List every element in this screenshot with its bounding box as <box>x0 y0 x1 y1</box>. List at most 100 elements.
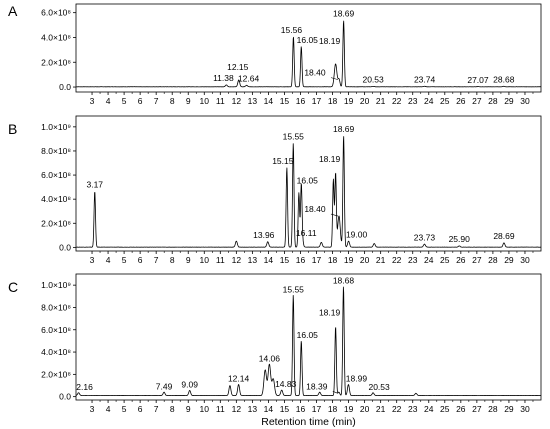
x-tick-label: 8 <box>170 255 175 265</box>
peak-label: 18.68 <box>333 275 355 285</box>
x-tick-label: 29 <box>504 96 514 106</box>
peak-label: 3.17 <box>86 179 103 189</box>
x-tick-label: 14 <box>264 404 274 414</box>
y-tick-label: 0.0 <box>59 242 71 252</box>
peak-label: 15.56 <box>281 25 303 35</box>
y-tick-label: 0.0 <box>59 82 71 92</box>
x-tick-label: 30 <box>520 96 530 106</box>
x-tick-label: 15 <box>280 255 290 265</box>
peak-label: 25.90 <box>449 234 471 244</box>
chart-panel-c: C 0.0 2.0×10⁸ 4.0×10⁸ 6.0×10⁸ 8.0×10⁸ 1.0×10⁹ 3… <box>8 273 542 428</box>
peak-label: 15.15 <box>272 156 294 166</box>
peak-label: 11.38 <box>213 73 234 83</box>
peak-label: 23.73 <box>414 232 436 242</box>
x-axis-label: Retention time (min) <box>261 416 356 428</box>
x-tick-label: 14 <box>264 255 274 265</box>
x-tick-label: 13 <box>248 404 258 414</box>
peak-label: 16.05 <box>297 176 319 186</box>
x-tick-label: 24 <box>424 255 434 265</box>
x-tick-label: 17 <box>312 404 322 414</box>
peak-label: 12.15 <box>227 62 249 72</box>
x-tick-label: 26 <box>456 255 466 265</box>
x-tick-label: 7 <box>154 96 159 106</box>
peak-label: 9.09 <box>181 380 198 390</box>
x-tick-label: 30 <box>520 255 530 265</box>
x-tick-label: 26 <box>456 96 466 106</box>
x-tick-label: 27 <box>472 404 482 414</box>
x-tick-label: 17 <box>312 96 322 106</box>
x-tick-label: 19 <box>344 96 354 106</box>
panel-label: A <box>8 3 18 19</box>
chart-panel-b: B 0.0 2.0×10⁸ 4.0×10⁸ 6.0×10⁸ 8.0×10⁸ 1.0×10⁹ 3… <box>8 115 542 265</box>
x-tick-label: 6 <box>138 404 143 414</box>
x-tick-label: 3 <box>90 96 95 106</box>
x-tick-label: 29 <box>504 404 514 414</box>
peak-label: 23.74 <box>414 75 436 85</box>
y-tick-label: 1.0×10⁹ <box>41 280 71 290</box>
peak-label: 18.40 <box>304 204 326 214</box>
x-tick-label: 17 <box>312 255 322 265</box>
x-tick-label: 25 <box>440 404 450 414</box>
x-tick-label: 4 <box>106 96 111 106</box>
peak-label: 16.05 <box>297 330 319 340</box>
x-tick-label: 9 <box>186 404 191 414</box>
x-tick-label: 22 <box>392 255 402 265</box>
x-tick-label: 30 <box>520 404 530 414</box>
y-tick-label: 6.0×10⁸ <box>41 8 71 18</box>
peak-label: 18.69 <box>333 9 355 19</box>
x-tick-label: 11 <box>216 255 225 265</box>
peak-label: 14.06 <box>259 353 281 363</box>
x-tick-label: 18 <box>328 96 338 106</box>
x-tick-label: 4 <box>106 404 111 414</box>
y-tick-label: 2.0×10⁸ <box>41 369 71 379</box>
x-tick-label: 29 <box>504 255 514 265</box>
x-tick-label: 19 <box>344 255 354 265</box>
peak-label: 18.19 <box>319 154 341 164</box>
x-tick-label: 16 <box>296 404 306 414</box>
y-tick-label: 4.0×10⁸ <box>41 347 71 357</box>
x-tick-label: 6 <box>138 96 143 106</box>
x-tick-label: 18 <box>328 404 338 414</box>
x-tick-label: 9 <box>186 96 191 106</box>
x-tick-label: 9 <box>186 255 191 265</box>
x-tick-label: 23 <box>408 255 418 265</box>
x-tick-label: 23 <box>408 404 418 414</box>
x-tick-label: 5 <box>122 96 127 106</box>
x-tick-label: 3 <box>90 404 95 414</box>
x-tick-label: 13 <box>248 255 258 265</box>
peak-label: 15.55 <box>283 132 305 142</box>
x-tick-label: 8 <box>170 96 175 106</box>
x-tick-label: 13 <box>248 96 258 106</box>
x-tick-label: 23 <box>408 96 418 106</box>
peak-label: 16.05 <box>297 35 319 45</box>
peak-label: 18.69 <box>333 124 355 134</box>
y-tick-label: 1.0×10⁹ <box>41 122 71 132</box>
x-tick-label: 18 <box>328 255 338 265</box>
peak-label: 18.40 <box>304 68 326 78</box>
y-tick-label: 6.0×10⁸ <box>41 170 71 180</box>
y-tick-label: 2.0×10⁸ <box>41 218 71 228</box>
y-tick-label: 4.0×10⁸ <box>41 194 71 204</box>
x-tick-label: 14 <box>264 96 274 106</box>
x-tick-label: 22 <box>392 404 402 414</box>
x-tick-label: 22 <box>392 96 402 106</box>
x-tick-label: 4 <box>106 255 111 265</box>
chromatogram-trace <box>75 136 542 248</box>
x-tick-label: 15 <box>280 96 290 106</box>
x-tick-label: 5 <box>122 255 127 265</box>
x-tick-label: 21 <box>376 96 386 106</box>
y-tick-label: 4.0×10⁸ <box>41 32 71 42</box>
peak-label: 28.68 <box>493 75 515 85</box>
x-tick-label: 11 <box>216 96 225 106</box>
x-tick-label: 19 <box>344 404 354 414</box>
x-tick-label: 11 <box>216 404 225 414</box>
y-tick-label: 0.0 <box>59 392 71 402</box>
x-tick-label: 28 <box>488 404 498 414</box>
x-tick-label: 27 <box>472 96 482 106</box>
x-tick-label: 15 <box>280 404 290 414</box>
y-tick-label: 8.0×10⁸ <box>41 302 71 312</box>
panel-label: B <box>8 121 17 137</box>
peak-label: 7.49 <box>156 381 173 391</box>
peak-label: 12.64 <box>238 74 260 84</box>
